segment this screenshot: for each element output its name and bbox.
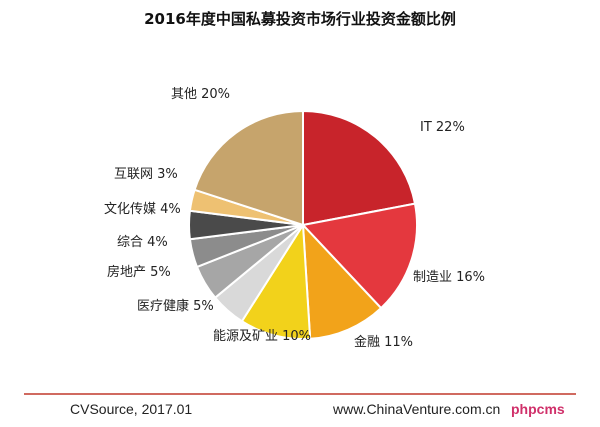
footer-website[interactable]: www.ChinaVenture.com.cn [332,401,500,417]
pie-slice [301,222,383,340]
chart-title: 2016年度中国私募投资市场行业投资金额比例 [144,10,456,28]
slice-label: 金融 11% [354,334,413,350]
slice-label: 制造业 16% [413,270,485,285]
slice-labels: IT 22% 制造业 16% 金融 11% 能源及矿业 10% 医疗健康 5% 房地产 5… [104,87,485,350]
watermark-text: phpcms [511,401,565,417]
slice-label: 房地产 5% [107,264,171,280]
slice-label: 其他 20% [171,87,230,102]
slice-label: 医疗健康 5% [137,298,214,314]
slice-label: 综合 4% [117,235,168,250]
pie-slice [302,109,417,227]
slice-label: 文化传媒 4% [104,202,181,217]
slice-label: IT 22% [420,120,465,135]
pie-slice [301,202,418,310]
slice-label: 互联网 3% [114,167,178,182]
pie-slice [240,221,312,341]
footer-source: CVSource, 2017.01 [70,401,192,417]
pie-slice [193,109,304,227]
slice-label: 能源及矿业 10% [213,329,311,344]
pie-slices [188,109,418,341]
